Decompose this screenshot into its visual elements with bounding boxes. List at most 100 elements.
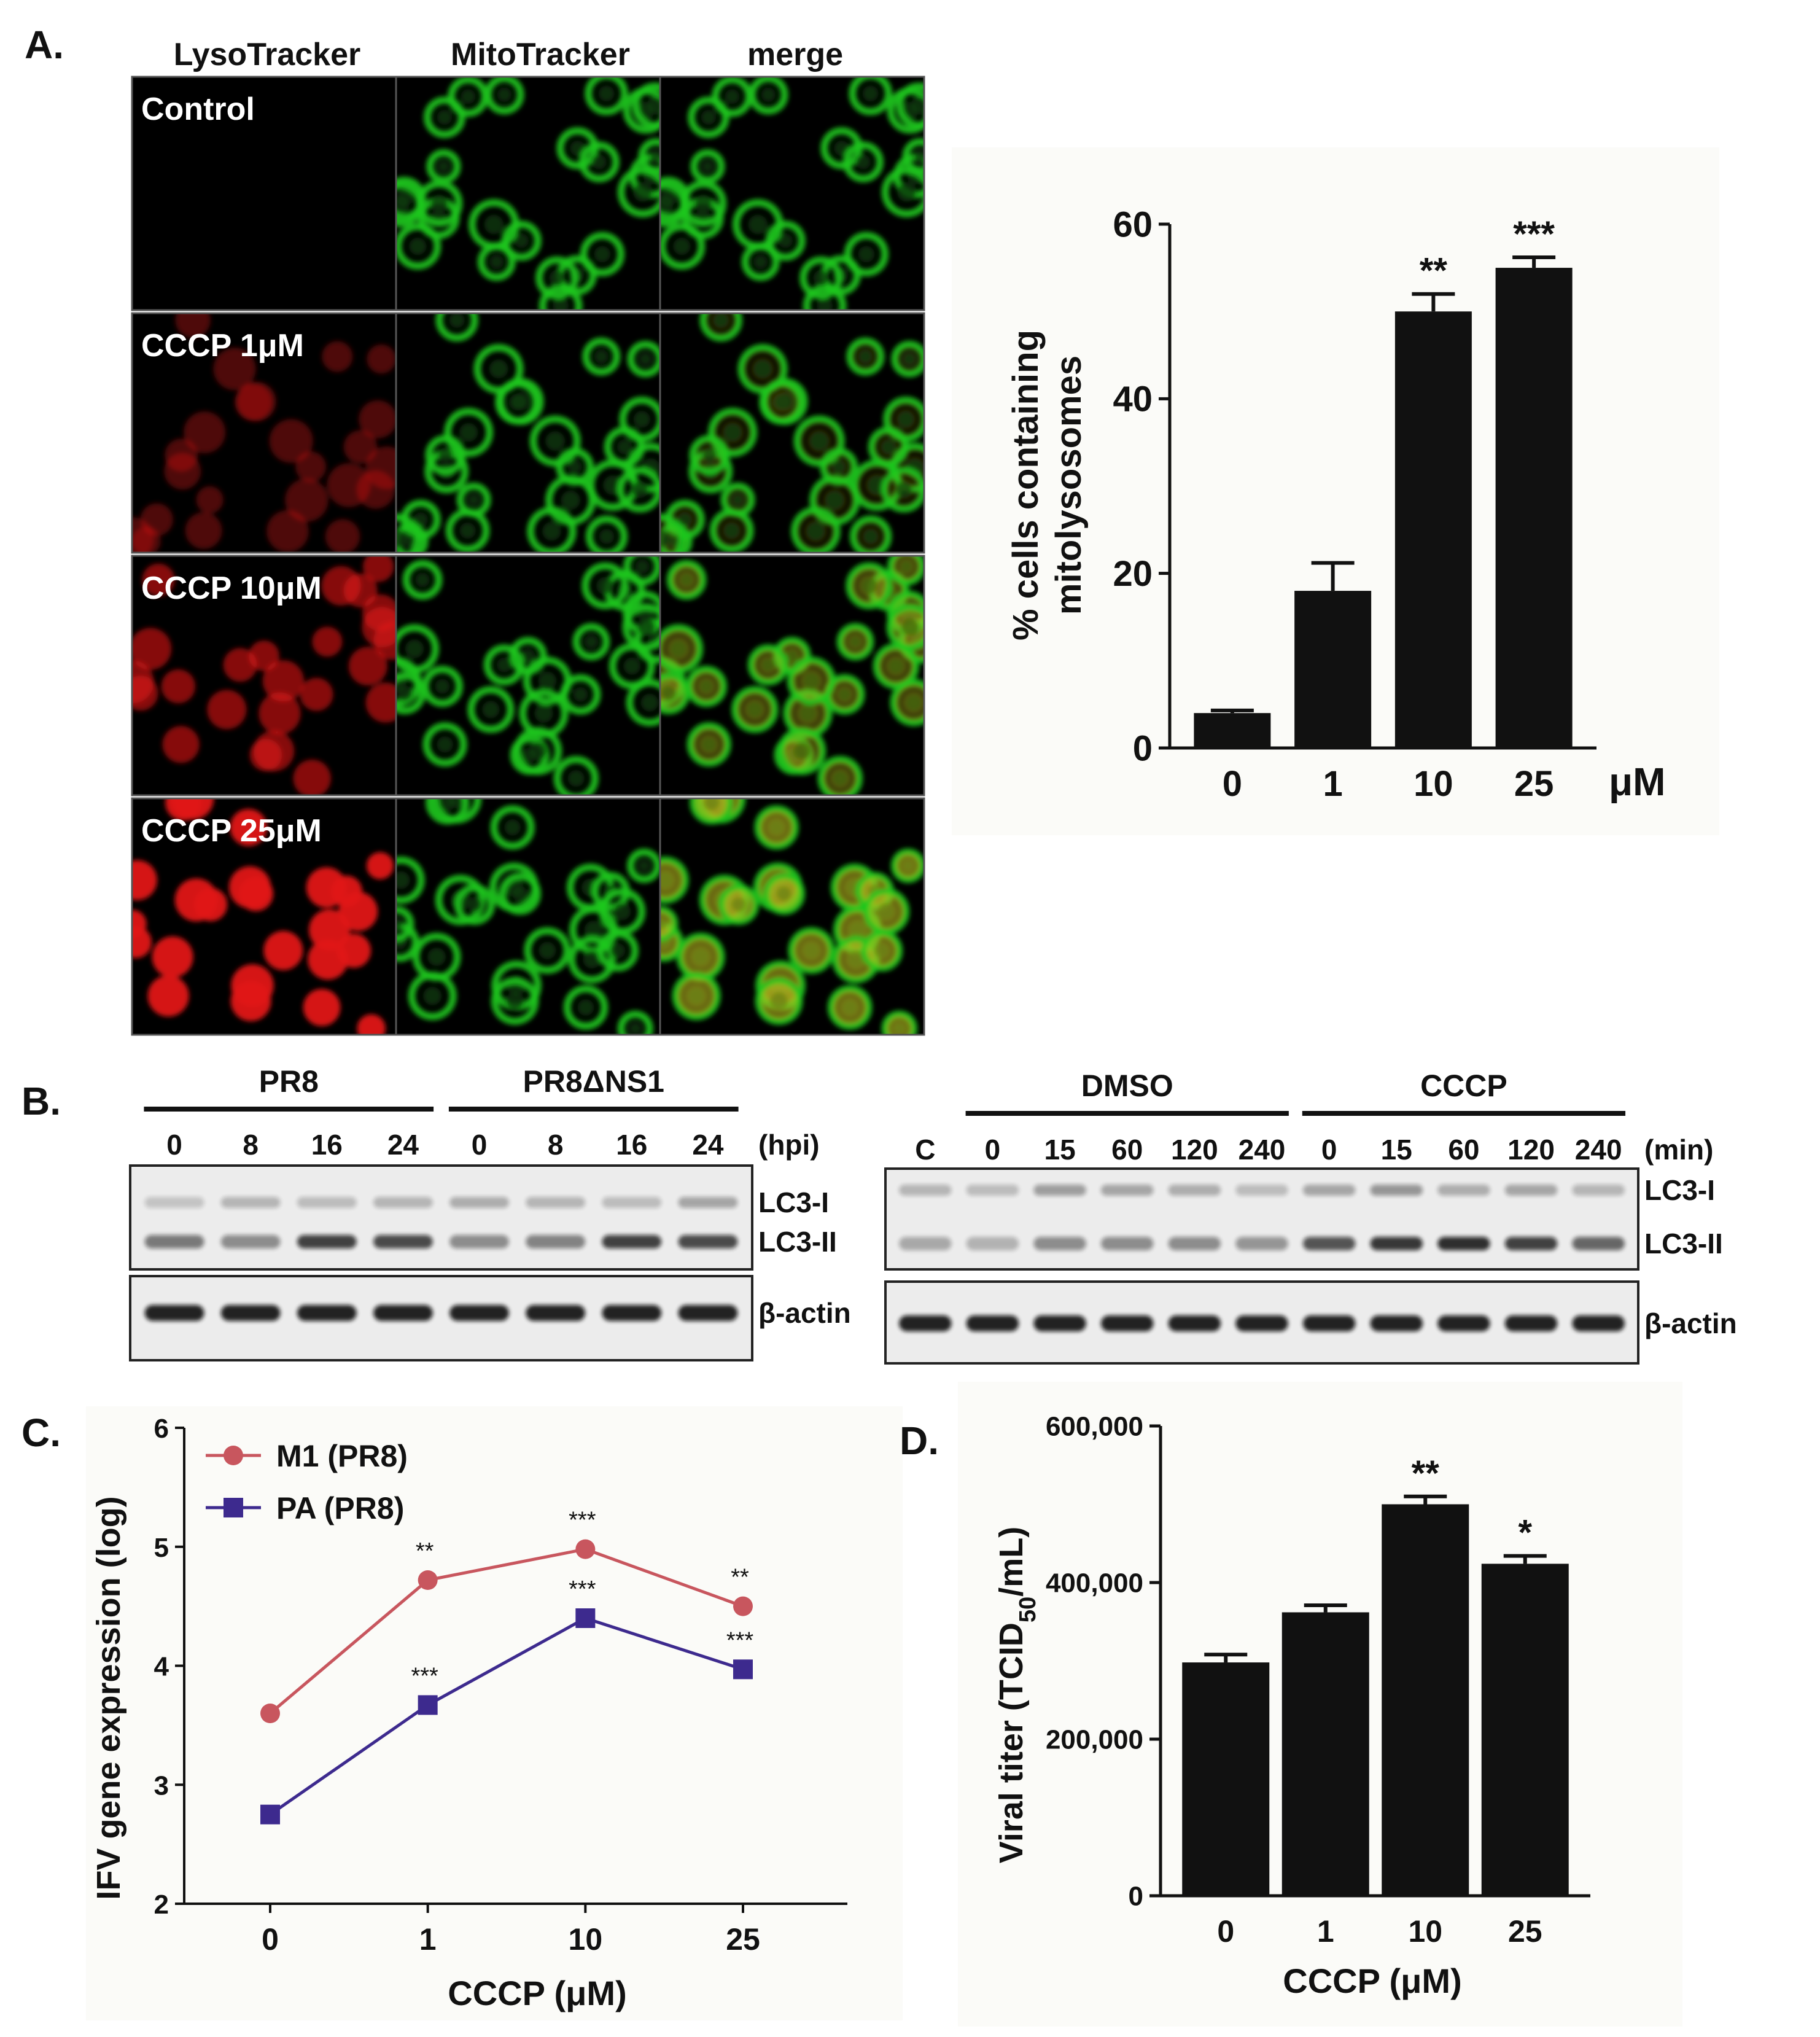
lyso-cell xyxy=(293,759,331,795)
y-tick-label: 5 xyxy=(154,1533,169,1563)
cell-nucleus xyxy=(514,233,529,249)
significance-label: ** xyxy=(1412,1454,1440,1494)
cell-nucleus xyxy=(761,87,776,102)
band-lc3-i xyxy=(899,1185,952,1196)
mito-cell xyxy=(737,344,788,394)
chart-a-plot: 0 20 40 60 0 1 ** 10 *** 25 xyxy=(1113,204,1596,804)
mito-cell xyxy=(886,603,924,651)
mito-cell xyxy=(803,284,847,310)
mito-cell xyxy=(690,798,734,825)
band-lc3-i xyxy=(678,1197,738,1208)
merge-overlap xyxy=(793,662,830,700)
micrograph-cells xyxy=(396,77,660,310)
micrograph-cells xyxy=(660,313,924,553)
cell-nucleus xyxy=(567,459,582,474)
cell-nucleus xyxy=(599,528,615,545)
merge-overlap xyxy=(889,402,924,437)
merge-overlap xyxy=(855,521,887,552)
blot-group-label: PR8ΔNS1 xyxy=(523,1064,664,1099)
mito-cell xyxy=(720,482,755,518)
mito-cell xyxy=(793,415,845,467)
cell-nucleus xyxy=(577,999,594,1016)
cell-nucleus xyxy=(467,897,483,913)
mito-cell xyxy=(581,562,629,610)
cell-nucleus xyxy=(646,96,660,115)
merge-overlap xyxy=(851,567,887,604)
lyso-cell xyxy=(362,607,396,647)
x-tick-label: 1 xyxy=(1317,1914,1334,1949)
micrograph-cells xyxy=(660,77,924,310)
significance-label: ** xyxy=(1420,251,1448,291)
row-label-1: CCCP 1μM xyxy=(141,328,304,364)
lyso-cell xyxy=(142,563,175,596)
lyso-cell xyxy=(132,628,172,670)
y-tick-label: 60 xyxy=(1113,204,1153,244)
band-actin xyxy=(373,1305,433,1321)
blot-right: DMSO CCCP C 0 15 60 120 240 0 15 60 120 240 (min) LC3-… xyxy=(884,1069,1737,1365)
band-lc3-i xyxy=(449,1197,509,1208)
merge-overlap xyxy=(886,472,922,507)
lyso-cell xyxy=(152,936,193,978)
mito-cell xyxy=(585,77,628,115)
lane-label: 8 xyxy=(243,1129,259,1161)
lyso-cell xyxy=(312,626,343,657)
micrograph-r1-c1 xyxy=(395,312,661,554)
data-point xyxy=(418,1570,438,1590)
micrograph-cells xyxy=(660,798,924,1035)
mito-cell xyxy=(902,138,924,174)
mito-cell xyxy=(747,644,789,686)
mito-cell xyxy=(787,656,836,706)
merge-overlap xyxy=(715,514,749,548)
micrograph-r2-c2 xyxy=(659,555,925,796)
lyso-cell xyxy=(262,660,305,702)
band-lc3-i xyxy=(144,1197,204,1208)
blot-label-lc3-i: LC3-I xyxy=(758,1186,829,1218)
band-lc3-i xyxy=(1033,1185,1086,1196)
cell-nucleus xyxy=(816,298,833,310)
row-label-0: Control xyxy=(141,92,255,127)
mito-cell xyxy=(483,644,525,686)
cell-nucleus xyxy=(598,85,615,102)
band-lc3-ii xyxy=(1168,1237,1221,1250)
cell-nucleus xyxy=(591,154,607,170)
band-lc3-i xyxy=(1370,1185,1423,1196)
blot-label-lc3-i: LC3-I xyxy=(1644,1174,1715,1206)
lyso-cell xyxy=(230,809,267,846)
micrograph-r0-c1 xyxy=(395,76,661,311)
band-lc3-i xyxy=(1572,1185,1625,1196)
merge-overlap xyxy=(660,519,680,553)
cell-nucleus xyxy=(430,195,448,212)
lane-label: 60 xyxy=(1448,1134,1479,1166)
band-lc3-ii xyxy=(297,1235,357,1248)
lyso-cell xyxy=(359,400,396,438)
mito-cell xyxy=(660,672,690,715)
mito-cell xyxy=(422,722,467,767)
merge-overlap xyxy=(692,728,726,761)
cell-nucleus xyxy=(437,109,453,125)
bar xyxy=(1182,1662,1270,1896)
mito-cell xyxy=(582,337,621,376)
cell-nucleus xyxy=(545,431,566,451)
band-lc3-i xyxy=(1302,1185,1356,1196)
cell-nucleus xyxy=(725,88,740,104)
panel-d: D. Viral titer (TCID50/mL) CCCP (μM) 0 20… xyxy=(900,1382,1682,2027)
x-tick-label: 0 xyxy=(1217,1914,1234,1949)
merge-overlap xyxy=(895,684,924,721)
lyso-cell xyxy=(367,344,396,374)
mito-cell xyxy=(687,96,729,138)
cell-nucleus xyxy=(594,349,609,364)
blot-label-lc3-ii: LC3-II xyxy=(758,1226,837,1258)
band-lc3-i xyxy=(1235,1185,1288,1196)
cell-nucleus xyxy=(862,85,879,102)
cell-nucleus xyxy=(542,521,561,541)
blot-label-lc3-ii: LC3-II xyxy=(1644,1228,1723,1260)
y-tick-label: 20 xyxy=(1113,554,1153,594)
panel-a-bar-chart: % cells containing mitolysosomes 0 20 40 60… xyxy=(952,147,1719,835)
mito-cell xyxy=(578,141,620,183)
mito-cell xyxy=(426,798,470,825)
band-lc3-ii xyxy=(1100,1237,1154,1250)
mito-cell xyxy=(421,665,464,707)
lyso-cell xyxy=(303,989,341,1026)
lyso-cell xyxy=(175,313,211,338)
merge-overlap xyxy=(768,878,800,909)
